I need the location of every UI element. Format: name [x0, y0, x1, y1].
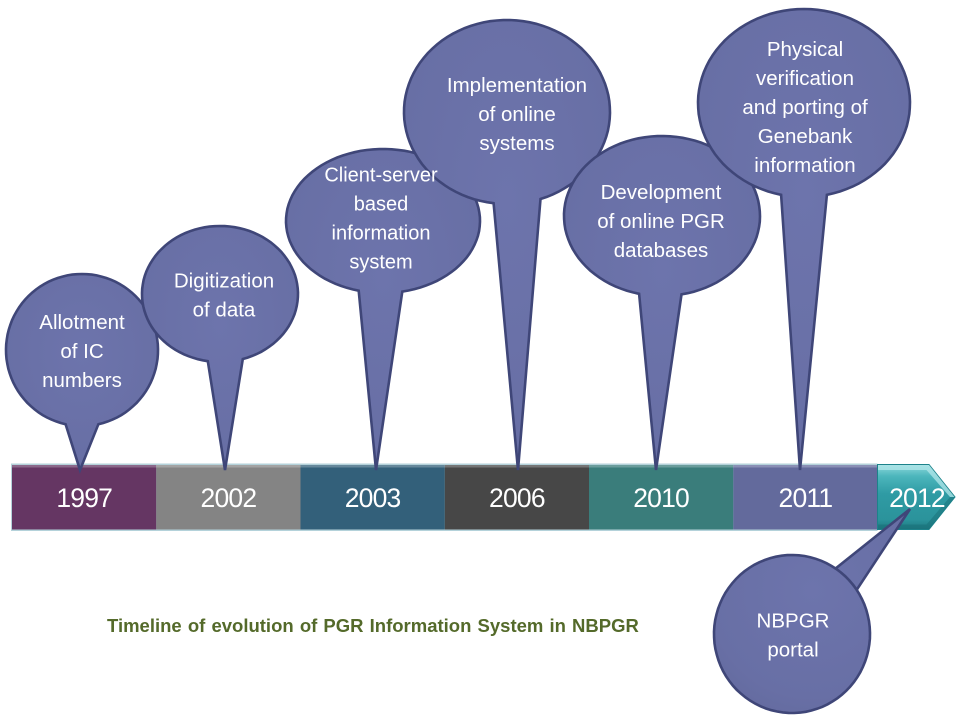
svg-text:databases: databases [614, 239, 709, 262]
svg-text:systems: systems [479, 132, 554, 155]
svg-text:2006: 2006 [489, 483, 545, 513]
svg-text:Implementation: Implementation [447, 74, 587, 97]
svg-text:of online: of online [478, 103, 556, 126]
svg-text:verification: verification [756, 67, 854, 90]
svg-text:2012: 2012 [889, 483, 945, 513]
svg-text:information: information [754, 154, 855, 177]
svg-text:information: information [332, 223, 431, 245]
svg-text:NBPGR: NBPGR [757, 610, 830, 633]
svg-text:Genebank: Genebank [758, 125, 853, 148]
svg-text:Development: Development [601, 181, 722, 204]
svg-text:and porting of: and porting of [742, 96, 868, 119]
svg-text:of IC: of IC [60, 340, 103, 363]
svg-text:Digitization: Digitization [174, 270, 274, 293]
svg-text:2010: 2010 [633, 483, 689, 513]
svg-text:system: system [349, 252, 412, 274]
svg-text:Physical: Physical [767, 38, 843, 61]
svg-text:portal: portal [767, 639, 818, 662]
svg-text:of online PGR: of online PGR [597, 210, 725, 233]
svg-text:based: based [354, 194, 409, 216]
svg-text:2002: 2002 [201, 483, 257, 513]
svg-text:numbers: numbers [42, 369, 122, 392]
svg-text:1997: 1997 [56, 483, 112, 513]
svg-text:Timeline of evolution of PGR I: Timeline of evolution of PGR Information… [107, 615, 639, 636]
svg-text:of data: of data [193, 299, 256, 322]
svg-text:Allotment: Allotment [39, 311, 125, 334]
svg-text:2011: 2011 [779, 483, 833, 513]
svg-text:2003: 2003 [345, 483, 401, 513]
svg-text:Client-server: Client-server [324, 165, 438, 187]
